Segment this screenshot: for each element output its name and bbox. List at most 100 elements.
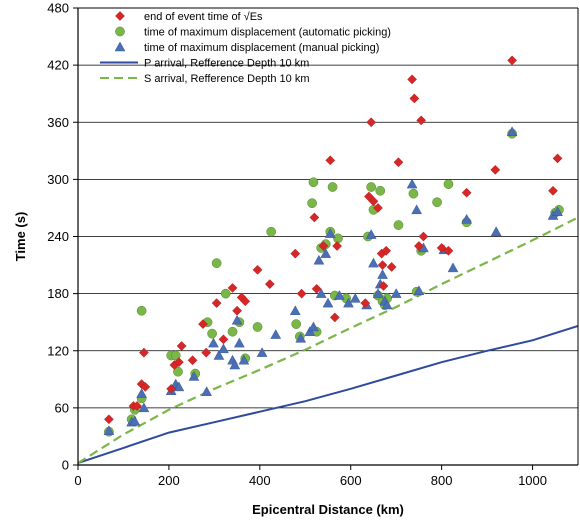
- data-point-triangle: [447, 262, 459, 273]
- data-point-diamond: [240, 296, 251, 307]
- series-line-4: [78, 216, 578, 465]
- data-point-triangle: [461, 213, 472, 224]
- data-point-triangle: [334, 290, 345, 300]
- legend-marker-diamond: [115, 11, 125, 21]
- data-point-circle: [393, 220, 404, 230]
- data-point-triangle: [138, 402, 150, 413]
- data-point-triangle: [343, 297, 354, 308]
- data-point-triangle: [308, 321, 319, 332]
- x-tick-label: 1000: [518, 473, 547, 488]
- data-point-triangle: [234, 337, 245, 348]
- data-point-diamond: [325, 155, 336, 166]
- data-point-triangle: [377, 269, 388, 279]
- data-point-triangle: [365, 229, 377, 239]
- x-tick-label: 0: [74, 473, 81, 488]
- legend-label: time of maximum displacement (automatic …: [144, 27, 391, 39]
- data-point-diamond: [386, 262, 397, 272]
- data-point-diamond: [166, 383, 177, 394]
- data-point-diamond: [187, 355, 198, 366]
- data-point-diamond: [418, 231, 429, 242]
- data-point-triangle: [313, 254, 325, 265]
- legend-item: time of maximum displacement (automatic …: [115, 27, 391, 39]
- data-point-triangle: [213, 350, 225, 360]
- x-tick-label: 400: [249, 473, 271, 488]
- data-point-triangle: [324, 228, 336, 238]
- data-point-triangle: [103, 425, 115, 435]
- data-point-triangle: [381, 299, 393, 310]
- data-point-triangle: [129, 415, 141, 426]
- data-point-diamond: [176, 341, 187, 351]
- data-point-diamond: [416, 115, 427, 126]
- data-point-circle: [266, 226, 277, 237]
- y-axis-title: Time (s): [13, 212, 28, 262]
- series-line-3: [78, 325, 578, 465]
- data-point-diamond: [552, 153, 563, 164]
- data-point-triangle: [552, 206, 563, 216]
- data-point-diamond: [264, 279, 275, 289]
- data-point-triangle: [390, 288, 402, 298]
- data-point-diamond: [318, 241, 329, 251]
- x-tick-label: 800: [431, 473, 453, 488]
- data-point-diamond: [136, 379, 147, 389]
- data-point-diamond: [290, 248, 301, 259]
- data-point-diamond: [104, 414, 114, 425]
- data-point-circle: [136, 305, 147, 316]
- data-point-diamond: [378, 281, 389, 291]
- data-point-diamond: [252, 264, 263, 275]
- data-point-diamond: [548, 185, 558, 196]
- data-point-triangle: [270, 329, 282, 339]
- data-point-diamond: [218, 334, 229, 345]
- data-point-diamond: [132, 401, 142, 411]
- data-point-circle: [211, 258, 222, 269]
- data-series: [78, 55, 578, 465]
- data-point-circle: [366, 182, 377, 192]
- data-point-circle: [207, 328, 217, 339]
- x-tick-label: 600: [340, 473, 362, 488]
- y-tick-label: 120: [47, 343, 69, 358]
- data-point-diamond: [311, 283, 322, 294]
- data-point-circle: [307, 198, 317, 209]
- data-point-diamond: [332, 241, 342, 251]
- data-point-diamond: [360, 298, 371, 309]
- data-point-diamond: [329, 312, 340, 323]
- data-point-triangle: [372, 288, 384, 298]
- data-point-triangle: [256, 347, 268, 357]
- legend-label: time of maximum displacement (manual pic…: [144, 42, 379, 54]
- data-point-triangle: [322, 297, 334, 308]
- data-point-diamond: [309, 212, 320, 223]
- data-point-diamond: [409, 93, 420, 104]
- data-point-diamond: [296, 288, 307, 299]
- data-point-diamond: [174, 357, 184, 368]
- data-point-diamond: [232, 305, 242, 316]
- data-point-circle: [170, 350, 181, 361]
- data-point-triangle: [349, 292, 361, 303]
- data-point-triangle: [320, 248, 332, 258]
- data-point-triangle: [229, 359, 241, 370]
- data-point-diamond: [381, 245, 392, 256]
- legend-label: P arrival, Refference Depth 10 km: [144, 58, 309, 70]
- legend-label: end of event time of √Es: [144, 11, 263, 23]
- y-tick-label: 420: [47, 58, 69, 73]
- data-point-circle: [327, 182, 338, 192]
- data-point-triangle: [406, 178, 418, 189]
- legend-marker-triangle: [114, 41, 126, 52]
- data-point-triangle: [289, 305, 301, 315]
- legend-label: S arrival, Refference Depth 10 km: [144, 73, 309, 85]
- data-point-circle: [408, 188, 419, 199]
- data-point-diamond: [377, 260, 388, 270]
- data-point-triangle: [368, 257, 379, 268]
- y-tick-label: 480: [47, 1, 69, 16]
- legend: end of event time of √Es time of maximum …: [100, 11, 391, 85]
- y-tick-label: 0: [62, 458, 69, 473]
- data-point-circle: [252, 322, 263, 332]
- data-point-diamond: [436, 243, 447, 253]
- x-tick-label: 200: [158, 473, 180, 488]
- data-point-triangle: [315, 288, 327, 298]
- data-point-circle: [432, 197, 442, 208]
- legend-marker-circle: [115, 26, 125, 37]
- data-point-triangle: [218, 343, 229, 354]
- legend-item: time of maximum displacement (manual pic…: [114, 41, 379, 54]
- data-point-diamond: [443, 245, 454, 256]
- x-axis-title: Epicentral Distance (km): [252, 502, 404, 517]
- data-point-circle: [220, 288, 231, 299]
